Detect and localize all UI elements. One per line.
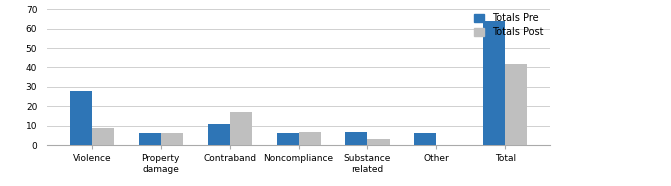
Bar <box>368 139 390 145</box>
Bar <box>161 133 183 145</box>
Bar <box>207 124 229 145</box>
Legend: Totals Pre, Totals Post: Totals Pre, Totals Post <box>472 12 546 39</box>
Bar <box>483 21 505 145</box>
Bar <box>229 112 252 145</box>
Bar <box>276 133 299 145</box>
Bar <box>92 128 114 145</box>
Bar <box>505 64 527 145</box>
Bar <box>139 133 161 145</box>
Bar <box>299 132 321 145</box>
Bar <box>70 91 92 145</box>
Bar <box>346 132 368 145</box>
Bar <box>415 133 436 145</box>
